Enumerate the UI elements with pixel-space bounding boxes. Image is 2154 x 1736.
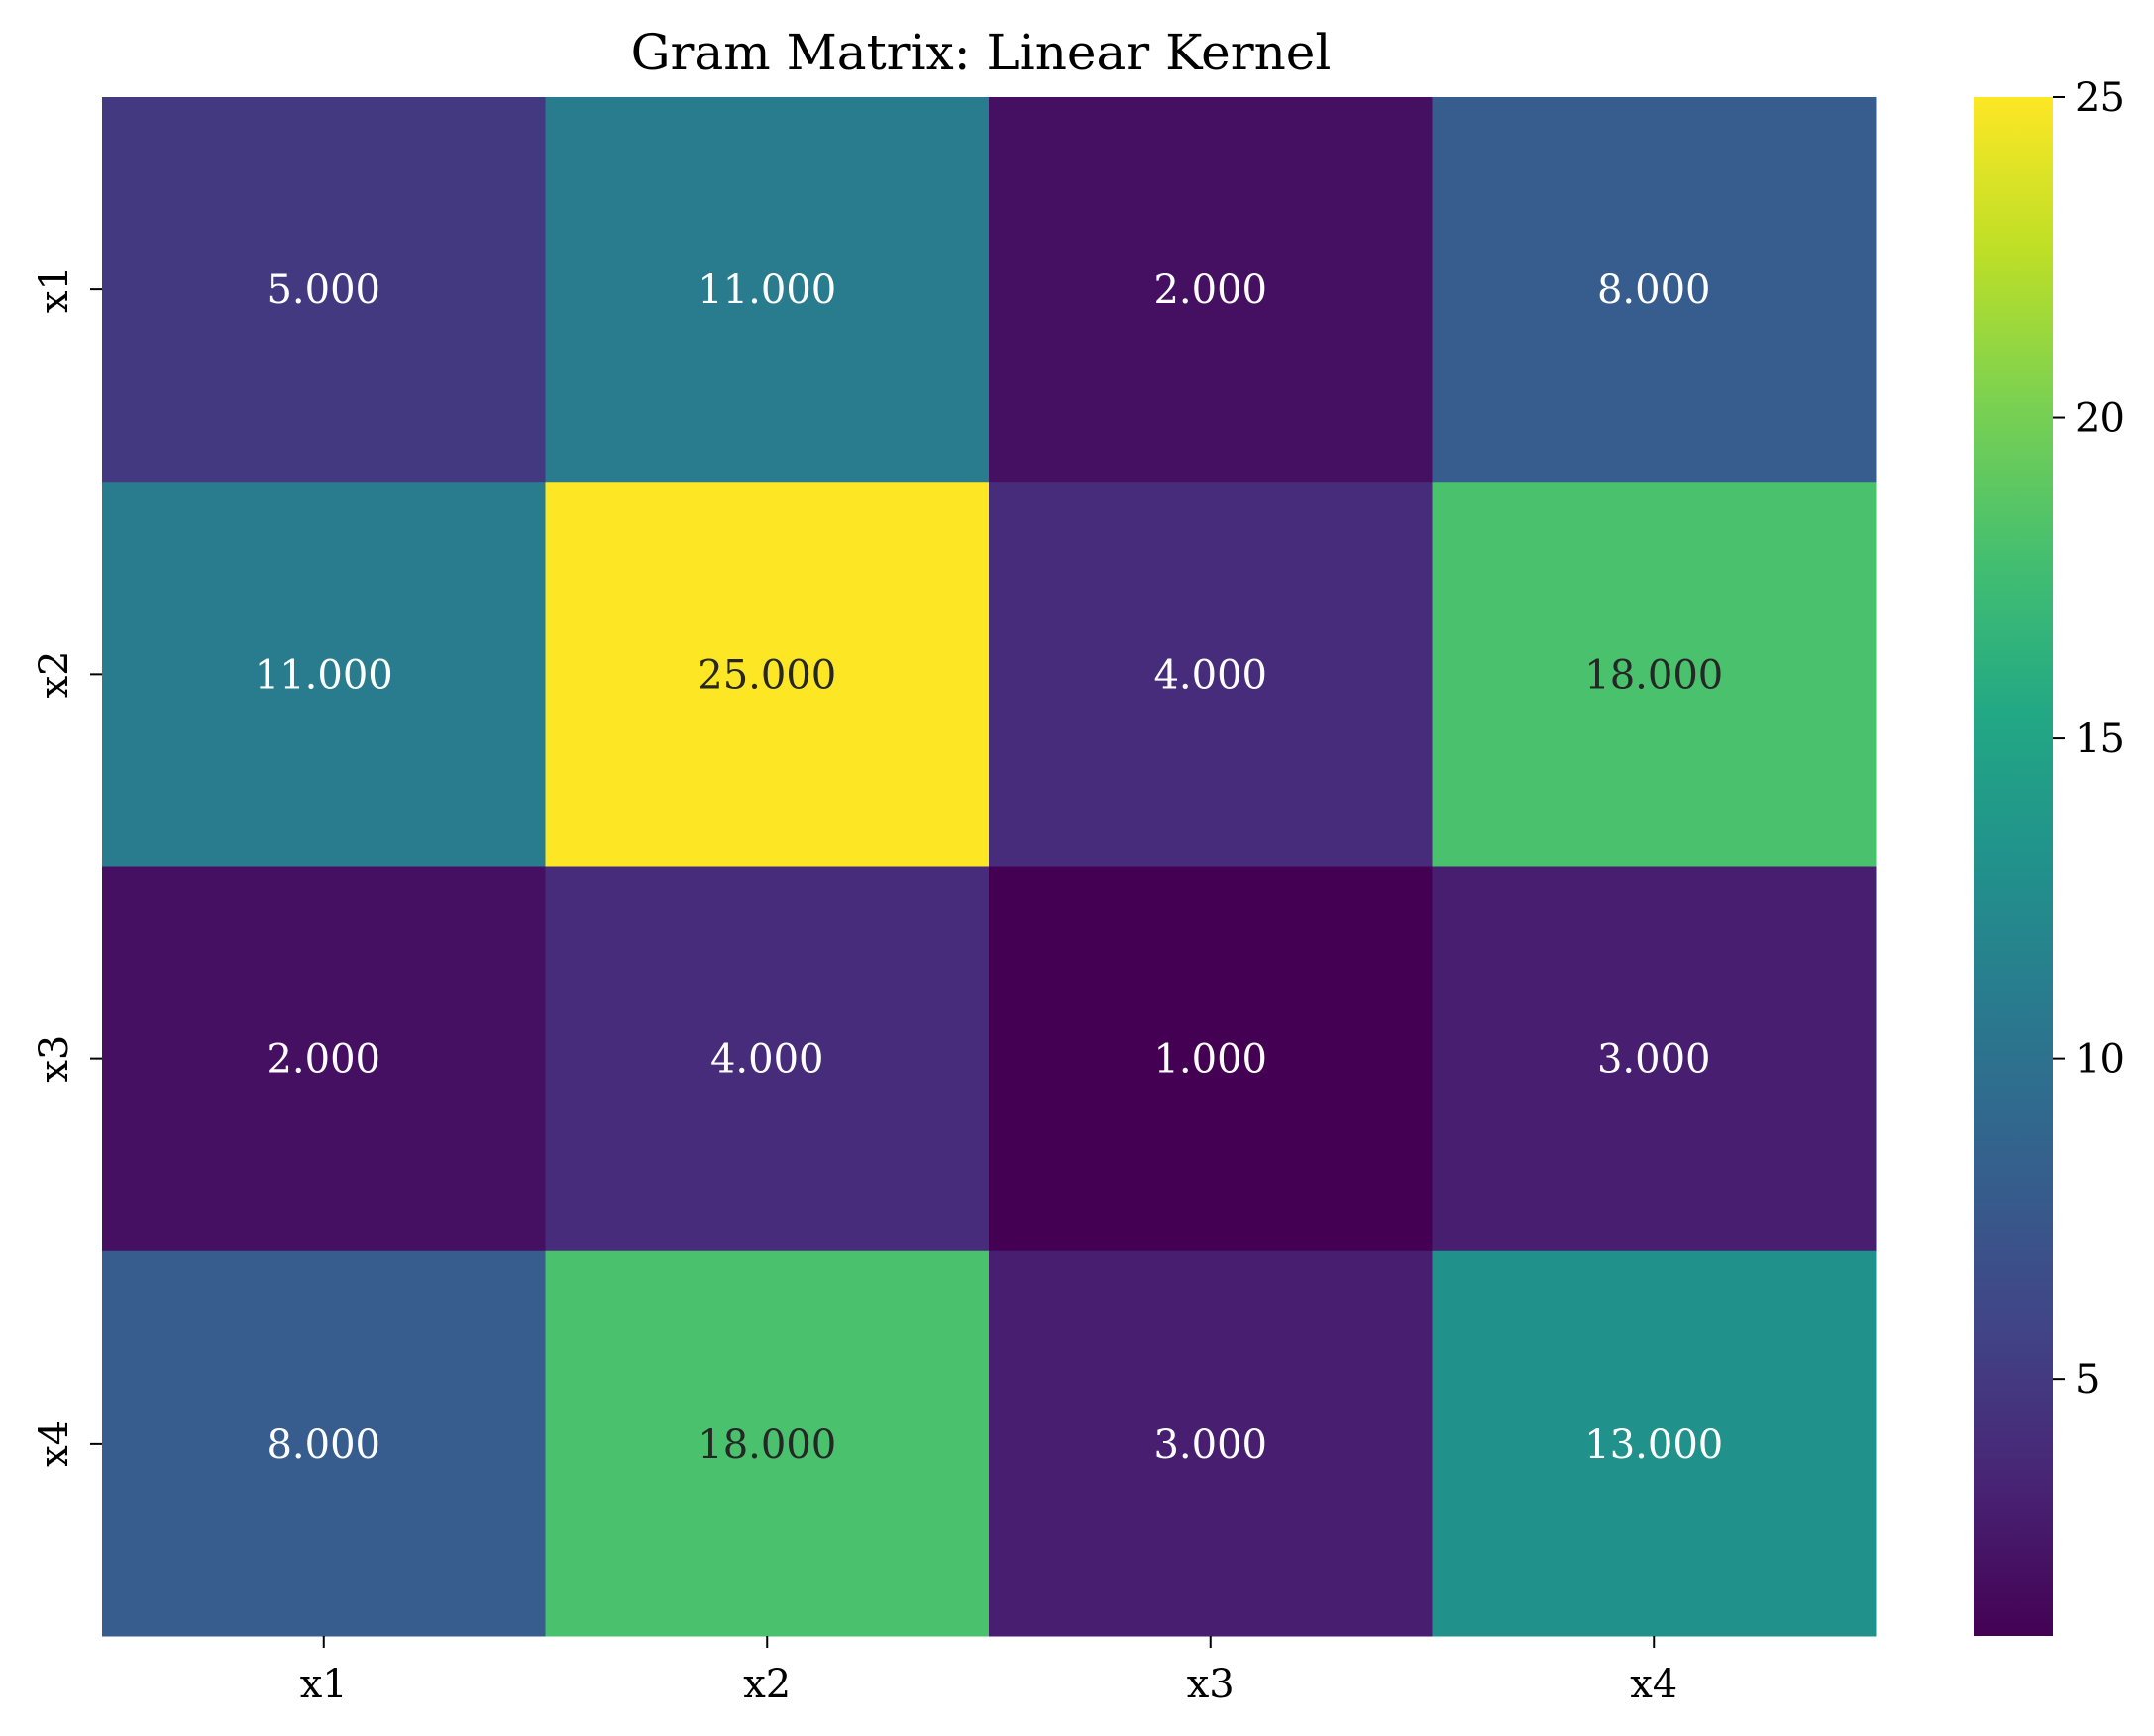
cell-value-label: 8.000	[267, 1422, 380, 1467]
x-tick-label: x1	[300, 1662, 348, 1707]
heatmap-cell	[102, 482, 546, 867]
heatmap-cell	[1432, 482, 1877, 867]
colorbar-tick-label: 10	[2075, 1037, 2125, 1083]
cell-value-label: 1.000	[1153, 1037, 1267, 1083]
x-tick-label: x3	[1187, 1662, 1235, 1707]
cell-value-label: 18.000	[698, 1422, 836, 1467]
heatmap-cell	[1432, 97, 1877, 483]
cell-value-label: 11.000	[698, 268, 836, 313]
heatmap-cell	[102, 1250, 546, 1637]
cell-value-label: 13.000	[1584, 1422, 1723, 1467]
heatmap-cell	[989, 482, 1433, 867]
heatmap-cell	[545, 866, 990, 1252]
cell-value-label: 3.000	[1153, 1422, 1267, 1467]
heatmap-cell	[545, 482, 990, 867]
cell-value-label: 3.000	[1597, 1037, 1711, 1083]
cell-value-label: 18.000	[1584, 652, 1723, 698]
cell-value-label: 2.000	[1153, 268, 1267, 313]
cell-value-label: 5.000	[267, 268, 380, 313]
colorbar-tick-label: 25	[2075, 75, 2125, 121]
heatmap-cell	[102, 97, 546, 483]
heatmap-cell	[102, 866, 546, 1252]
heatmap-cell	[989, 97, 1433, 483]
colorbar-axis: 5 10 15 20 25	[2053, 75, 2125, 1403]
x-tick-label: x4	[1630, 1662, 1677, 1707]
x-axis: x1 x2 x3 x4	[300, 1636, 1677, 1707]
colorbar-tick-label: 20	[2075, 396, 2125, 442]
heatmap-cell	[1432, 866, 1877, 1252]
cell-value-label: 11.000	[255, 652, 393, 698]
heatmap-cell	[989, 866, 1433, 1252]
heatmap-cells: 5.000 11.000 2.000 8.000 11.000 25.000 4.000 18…	[102, 97, 1877, 1637]
cell-value-label: 4.000	[710, 1037, 824, 1083]
x-tick-label: x2	[743, 1662, 791, 1707]
y-tick-label: x3	[32, 1035, 77, 1083]
heatmap-cell	[1432, 1250, 1877, 1637]
cell-value-label: 2.000	[267, 1037, 380, 1083]
colorbar-tick-label: 5	[2075, 1357, 2100, 1403]
y-tick-label: x4	[32, 1420, 77, 1467]
y-tick-label: x2	[32, 650, 77, 698]
colorbar	[1974, 97, 2053, 1636]
chart-title: Gram Matrix: Linear Kernel	[631, 24, 1332, 81]
heatmap-cell	[545, 97, 990, 483]
y-tick-label: x1	[32, 266, 77, 313]
cell-value-label: 8.000	[1597, 268, 1711, 313]
heatmap-cell	[545, 1250, 990, 1637]
y-axis: x1 x2 x3 x4	[32, 266, 102, 1467]
colorbar-tick-label: 15	[2075, 716, 2125, 762]
heatmap-cell	[989, 1250, 1433, 1637]
cell-value-label: 4.000	[1153, 652, 1267, 698]
cell-value-label: 25.000	[698, 652, 836, 698]
